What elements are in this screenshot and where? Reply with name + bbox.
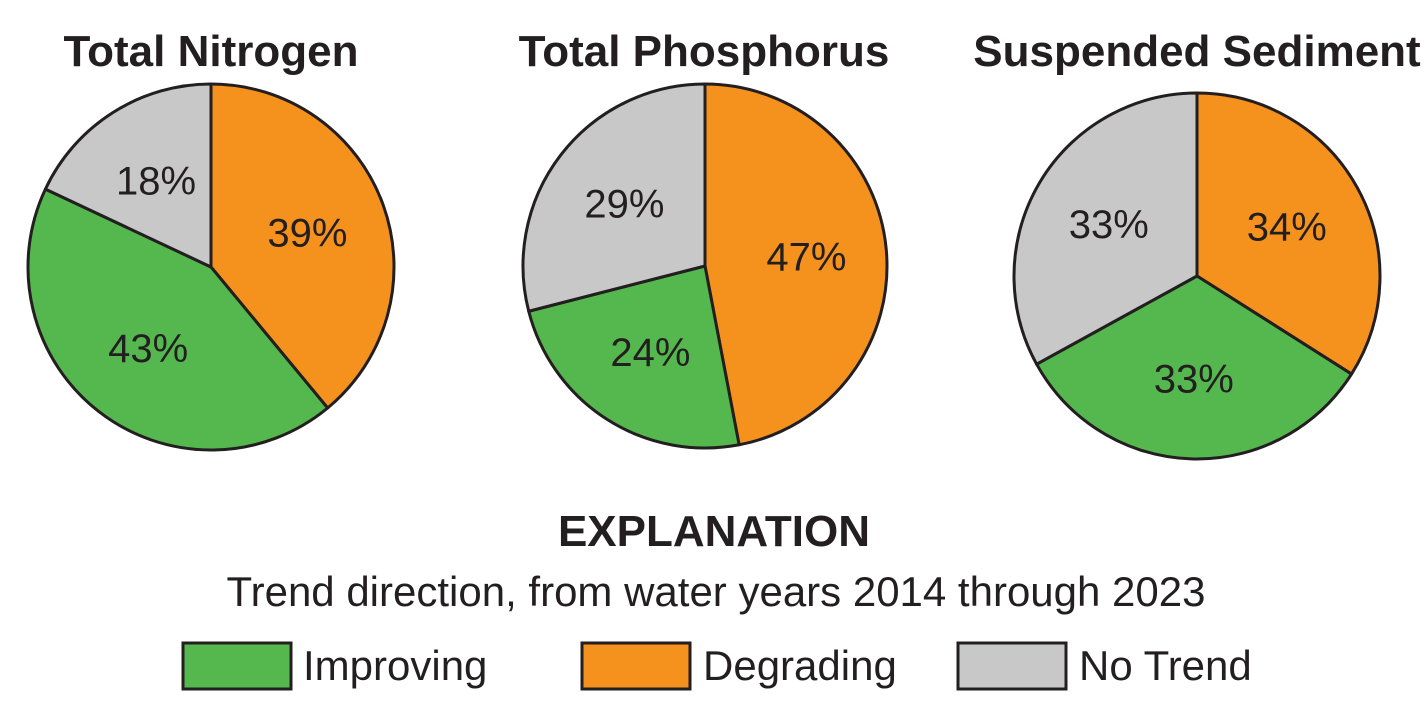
legend: EXPLANATION Trend direction, from water … <box>181 507 1252 691</box>
pie-title-total-phosphorus: Total Phosphorus <box>519 27 890 76</box>
legend-label-no-trend: No Trend <box>1079 642 1252 689</box>
pie-slice-total-phosphorus-improving <box>527 264 741 450</box>
pie-label-total-phosphorus-no-trend: 29% <box>584 183 664 227</box>
pie-chart-total-nitrogen: 39% 43% 18% Total Nitrogen <box>26 27 396 452</box>
pie-chart-suspended-sediment: 34% 33% 33% Suspended Sediment <box>973 27 1421 461</box>
pie-label-total-nitrogen-no-trend: 18% <box>116 159 196 203</box>
legend-swatch-no-trend <box>956 641 1068 691</box>
pie-label-total-nitrogen-improving: 43% <box>108 327 188 371</box>
legend-swatch-improving <box>181 641 293 691</box>
legend-label-degrading: Degrading <box>703 642 897 689</box>
pie-slice-total-nitrogen-improving <box>26 187 330 452</box>
legend-title: EXPLANATION <box>558 507 870 556</box>
pie-chart-total-phosphorus: 47% 24% 29% Total Phosphorus <box>519 27 890 450</box>
pie-slice-total-nitrogen-no-trend <box>43 82 213 269</box>
pie-label-suspended-sediment-no-trend: 33% <box>1069 203 1149 247</box>
pie-slice-total-nitrogen-degrading <box>209 82 396 410</box>
pie-slice-suspended-sediment-no-trend <box>1012 91 1199 366</box>
pie-title-total-nitrogen: Total Nitrogen <box>64 27 359 76</box>
pie-label-suspended-sediment-degrading: 34% <box>1247 206 1327 250</box>
pie-label-total-nitrogen-degrading: 39% <box>267 211 347 255</box>
pie-label-total-phosphorus-degrading: 47% <box>766 235 846 279</box>
pie-label-total-phosphorus-improving: 24% <box>610 331 690 375</box>
pies-layer: 39% 43% 18% Total Nitrogen 47% 24% 29% Total Ph… <box>26 27 1421 461</box>
pie-label-suspended-sediment-improving: 33% <box>1154 357 1234 401</box>
legend-label-improving: Improving <box>303 642 487 689</box>
pie-slice-total-phosphorus-degrading <box>703 82 889 447</box>
legend-subtitle: Trend direction, from water years 2014 t… <box>227 568 1206 615</box>
legend-swatch-degrading <box>580 641 692 691</box>
pie-slice-total-phosphorus-no-trend <box>521 82 707 313</box>
pie-title-suspended-sediment: Suspended Sediment <box>973 27 1421 76</box>
